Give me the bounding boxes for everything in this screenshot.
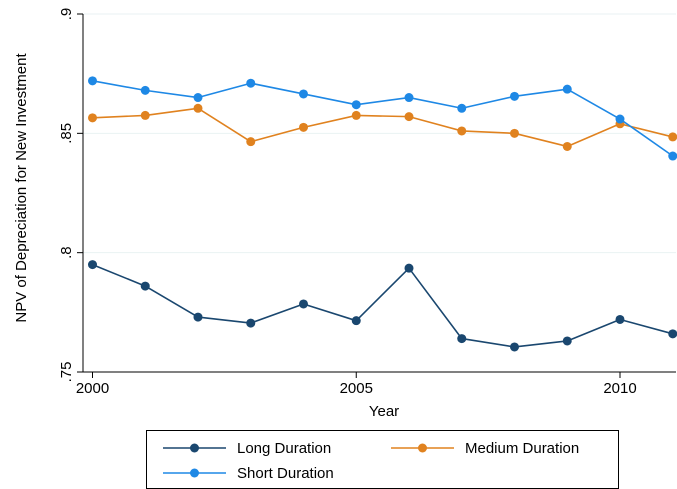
long-duration-line [92,263,673,348]
x-tick-label: 2010 [603,380,636,397]
legend-short-duration-marker [190,468,199,478]
long-duration-point [562,336,572,346]
x-tick-label: 2005 [340,380,373,397]
short-duration-point [246,78,256,88]
legend-long-duration-label: Long Duration [237,440,331,457]
y-tick-label: .9 [58,8,75,21]
axes: .75 .8 .85 .9 2000 2005 2010 [58,8,676,397]
medium-duration-point [193,103,203,113]
medium-duration-point [457,126,467,136]
long-duration-point [615,314,625,324]
short-duration-point [668,151,677,161]
long-duration-point [351,316,361,326]
short-duration-point [193,93,203,103]
long-duration-point [457,334,467,344]
x-axis-title: Year [369,403,399,420]
medium-duration-point [140,110,150,120]
long-duration-point [668,329,677,339]
medium-duration-point [510,128,519,138]
long-duration-point [510,342,519,352]
medium-duration-point [404,112,414,122]
medium-duration-point [351,110,361,120]
medium-duration-point [246,137,256,147]
short-duration-point [351,100,361,110]
grid-lines [83,13,676,373]
long-duration-point [193,312,203,322]
long-duration-point [246,318,256,328]
legend-short-duration-label: Short Duration [237,465,334,482]
medium-duration-point [668,132,677,142]
short-duration-point [562,84,572,94]
legend-long-duration-marker [190,443,199,453]
long-duration-point [404,263,414,273]
series-group [88,76,677,352]
medium-duration-line [92,107,673,148]
medium-duration-point [562,141,572,151]
y-tick-label: .8 [58,246,75,259]
legend-box [146,430,619,489]
y-tick-label: .75 [58,362,75,383]
short-duration-point [457,103,467,113]
short-duration-point [88,76,97,86]
legend-medium-duration-label: Medium Duration [465,440,579,457]
short-duration-line [92,80,674,157]
long-duration-point [140,281,150,291]
short-duration-point [510,91,519,101]
y-axis-title: NPV of Depreciation for New Investment [13,53,30,323]
x-tick-label: 2000 [76,380,109,397]
short-duration-point [404,93,414,103]
legend: Long Duration Medium Duration Short Durati… [146,430,619,489]
y-tick-label: .85 [58,123,75,144]
legend-medium-duration-marker [418,443,427,453]
long-duration-point [88,260,97,270]
long-duration-point [299,299,308,309]
medium-duration-point [88,113,97,123]
short-duration-point [615,114,625,124]
medium-duration-point [299,122,308,132]
short-duration-point [299,89,308,99]
short-duration-point [140,85,150,95]
